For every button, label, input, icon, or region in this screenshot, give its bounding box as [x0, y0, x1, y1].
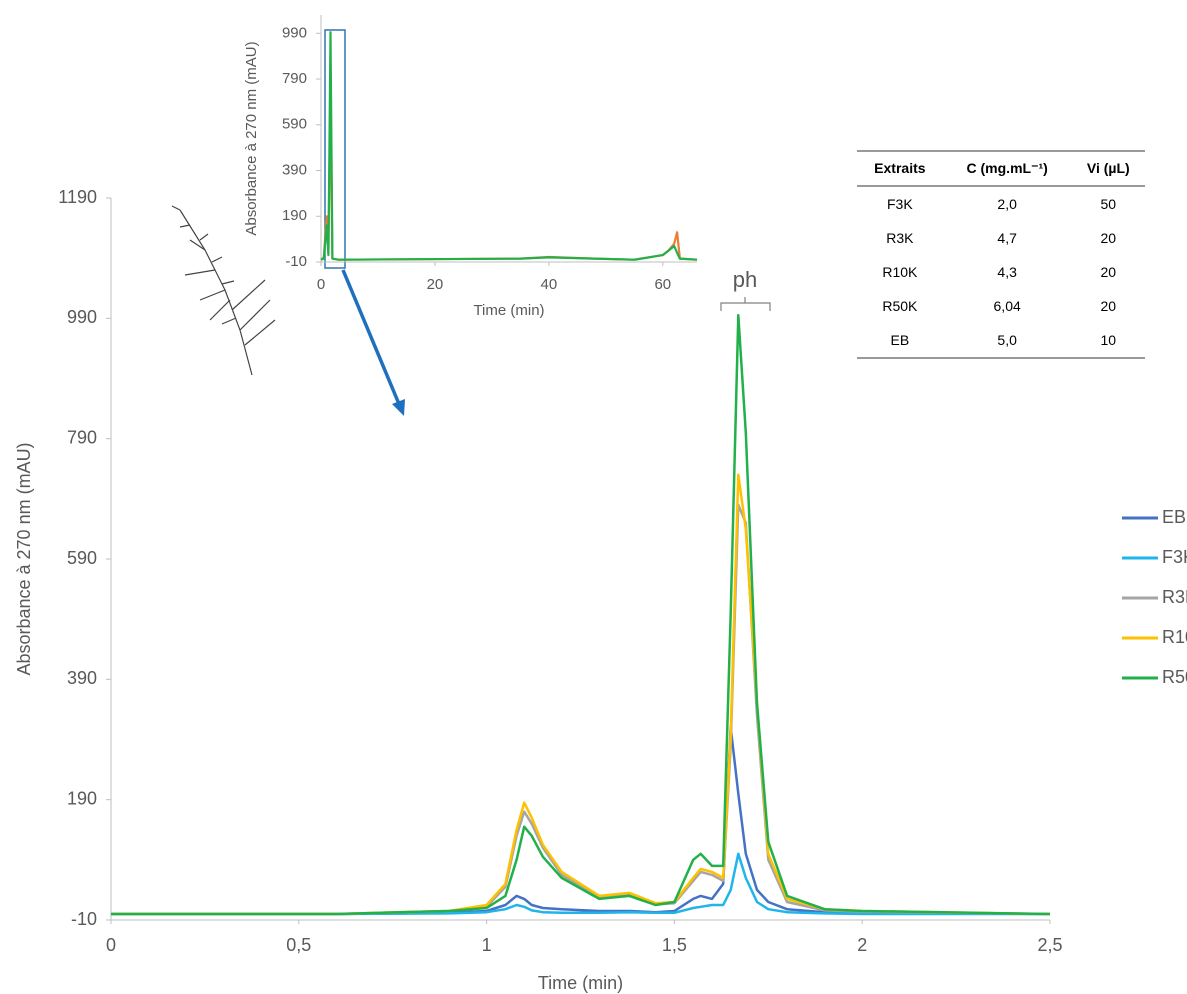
y-tick-label: 390 — [282, 161, 307, 178]
table-row: EB 5,0 10 — [857, 323, 1145, 359]
y-tick-label: 1190 — [58, 187, 97, 207]
table-cell: R10K — [882, 264, 918, 280]
table-cell: 4,7 — [997, 230, 1017, 246]
legend-label: R3K — [1162, 587, 1187, 607]
y-tick-label: 590 — [282, 116, 307, 133]
x-tick-label: 1 — [482, 935, 492, 955]
y-tick-label: 990 — [282, 24, 307, 41]
table-cell: 6,04 — [993, 298, 1021, 314]
table-cell: 50 — [1100, 196, 1117, 212]
series-line — [111, 503, 1051, 916]
table-cell: 2,0 — [997, 196, 1017, 212]
series-line — [320, 91, 698, 261]
table-row: R50K 6,04 20 — [857, 289, 1145, 323]
series-line — [111, 726, 1051, 916]
series-line — [111, 852, 1050, 916]
x-axis-label: Time (min) — [473, 302, 544, 319]
x-axis-label: Time (min) — [538, 973, 623, 993]
table-cell: R50K — [882, 298, 918, 314]
table-header-cell: C (mg.mL⁻¹) — [942, 150, 1072, 187]
table-cell: EB — [857, 323, 943, 359]
legend-label: EB — [1162, 507, 1186, 527]
table-cell: 20 — [1100, 230, 1117, 246]
series-line — [111, 314, 1051, 916]
y-tick-label: 990 — [67, 307, 97, 327]
legend-label: R10K — [1162, 627, 1187, 647]
plant-sketch — [171, 205, 276, 376]
peak-bracket — [720, 297, 771, 311]
table-header-cell: Extraits — [857, 150, 943, 187]
y-tick-label: 790 — [282, 70, 307, 87]
table-cell: 5,0 — [942, 323, 1072, 359]
legend-label: R50K — [1162, 667, 1187, 687]
y-tick-label: 390 — [67, 668, 97, 688]
x-tick-label: 2 — [857, 935, 867, 955]
y-tick-label: 190 — [67, 788, 97, 808]
x-tick-label: 40 — [541, 276, 558, 293]
y-tick-label: 590 — [67, 548, 97, 568]
x-tick-label: 0,5 — [286, 935, 311, 955]
table-body: F3K 2,0 50 R3K 4,7 20 R10K 4,3 20 R50K 6,04 20 EB 5,0… — [857, 186, 1145, 359]
table-cell: 4,3 — [997, 264, 1017, 280]
series-line — [111, 473, 1051, 916]
legend-label: F3K — [1162, 547, 1187, 567]
table-header: Extraits C (mg.mL⁻¹) Vi (µL) — [857, 150, 1145, 187]
table-cell: 20 — [1100, 298, 1117, 314]
peak-annotation: ph — [733, 267, 757, 292]
y-axis-label: Absorbance à 270 nm (mAU) — [14, 442, 34, 675]
table-row: R10K 4,3 20 — [857, 255, 1145, 289]
x-tick-label: 2,5 — [1037, 935, 1062, 955]
table-header-cell: Vi (µL) — [1071, 150, 1145, 187]
x-tick-label: 20 — [427, 276, 444, 293]
table-cell: 20 — [1100, 264, 1117, 280]
x-tick-label: 60 — [654, 276, 671, 293]
zoom-arrow — [341, 269, 405, 416]
y-axis-label: Absorbance à 270 nm (mAU) — [243, 41, 260, 235]
y-tick-label: 790 — [67, 427, 97, 447]
table-cell: R3K — [886, 230, 914, 246]
y-tick-label: -10 — [285, 253, 307, 270]
series-line — [320, 31, 698, 261]
table-row: R3K 4,7 20 — [857, 221, 1145, 255]
x-tick-label: 0 — [317, 276, 325, 293]
table-row: F3K 2,0 50 — [857, 186, 1145, 221]
x-tick-label: 1,5 — [662, 935, 687, 955]
table-cell: F3K — [887, 196, 913, 212]
data-table: Extraits C (mg.mL⁻¹) Vi (µL) F3K 2,0 50 R3K 4,… — [857, 150, 1145, 359]
y-tick-label: 190 — [282, 207, 307, 224]
table-cell: 10 — [1071, 323, 1145, 359]
y-tick-label: -10 — [71, 909, 97, 929]
zoom-box — [324, 29, 346, 269]
x-tick-label: 0 — [106, 935, 116, 955]
